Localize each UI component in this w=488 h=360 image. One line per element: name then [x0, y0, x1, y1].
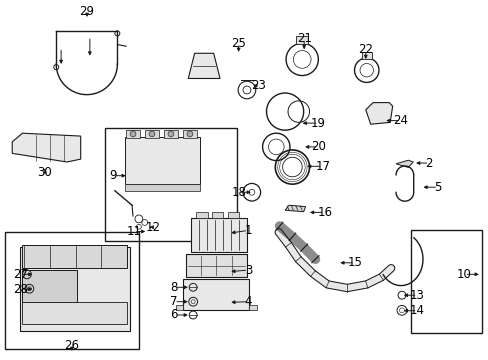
Bar — [164, 130, 178, 138]
Text: 26: 26 — [64, 339, 79, 352]
Text: 16: 16 — [317, 206, 331, 219]
Polygon shape — [395, 160, 412, 167]
Bar — [183, 279, 249, 310]
Text: 10: 10 — [456, 268, 471, 281]
Bar — [183, 130, 196, 138]
Bar — [145, 130, 159, 138]
Polygon shape — [188, 53, 220, 78]
Bar — [212, 212, 223, 218]
Text: 27: 27 — [13, 268, 28, 281]
Text: 18: 18 — [231, 186, 245, 199]
Text: 2: 2 — [425, 157, 432, 170]
Text: 3: 3 — [244, 264, 252, 276]
Bar — [296, 36, 307, 44]
Bar — [20, 247, 129, 331]
Text: 15: 15 — [347, 256, 362, 269]
Bar — [126, 130, 140, 138]
Text: 17: 17 — [315, 160, 329, 173]
Text: 4: 4 — [244, 295, 252, 308]
Text: 20: 20 — [310, 140, 325, 153]
Bar — [22, 245, 127, 268]
Bar — [124, 184, 200, 191]
Text: 22: 22 — [358, 43, 372, 56]
Bar — [105, 128, 237, 241]
Circle shape — [186, 131, 192, 137]
Text: 21: 21 — [296, 32, 311, 45]
Text: 30: 30 — [38, 166, 52, 179]
Text: 6: 6 — [170, 309, 178, 321]
Bar — [227, 212, 239, 218]
Text: 24: 24 — [393, 114, 407, 127]
Polygon shape — [365, 103, 392, 124]
Text: 23: 23 — [250, 79, 265, 92]
Bar — [196, 212, 207, 218]
Text: 29: 29 — [80, 5, 94, 18]
Text: 11: 11 — [126, 225, 141, 238]
Circle shape — [149, 131, 155, 137]
Bar — [361, 52, 371, 59]
Polygon shape — [12, 133, 81, 162]
Text: 8: 8 — [170, 281, 178, 294]
Text: 9: 9 — [109, 169, 117, 182]
Bar — [22, 302, 127, 324]
Text: 5: 5 — [433, 181, 441, 194]
Text: 28: 28 — [13, 283, 28, 296]
Bar — [124, 137, 200, 184]
Text: 25: 25 — [231, 37, 245, 50]
Bar — [190, 218, 246, 252]
Bar — [185, 254, 246, 277]
Polygon shape — [285, 205, 305, 212]
Text: 7: 7 — [170, 295, 178, 308]
Text: 1: 1 — [244, 224, 252, 237]
Text: 19: 19 — [310, 117, 325, 130]
Circle shape — [168, 131, 174, 137]
Text: 12: 12 — [145, 221, 160, 234]
Circle shape — [130, 131, 136, 137]
Bar — [5, 232, 139, 349]
Bar — [22, 270, 77, 302]
Bar — [410, 230, 481, 333]
Bar — [176, 305, 183, 310]
Text: 14: 14 — [409, 304, 424, 317]
Bar — [249, 305, 256, 310]
Text: 13: 13 — [409, 289, 424, 302]
